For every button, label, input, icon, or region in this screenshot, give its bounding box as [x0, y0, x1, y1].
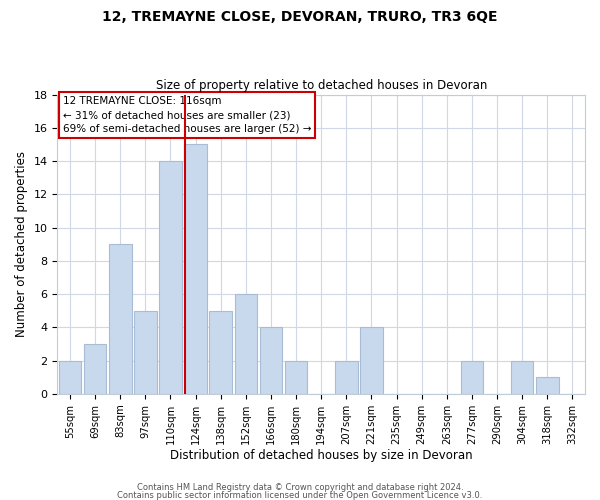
Bar: [184, 144, 207, 394]
Text: 12 TREMAYNE CLOSE: 116sqm
← 31% of detached houses are smaller (23)
69% of semi-: 12 TREMAYNE CLOSE: 116sqm ← 31% of detac…: [62, 96, 311, 134]
Bar: [159, 161, 182, 394]
Bar: [335, 360, 358, 394]
X-axis label: Distribution of detached houses by size in Devoran: Distribution of detached houses by size …: [170, 450, 473, 462]
Bar: [134, 310, 157, 394]
Bar: [109, 244, 131, 394]
Bar: [511, 360, 533, 394]
Text: Contains public sector information licensed under the Open Government Licence v3: Contains public sector information licen…: [118, 490, 482, 500]
Bar: [536, 377, 559, 394]
Title: Size of property relative to detached houses in Devoran: Size of property relative to detached ho…: [155, 79, 487, 92]
Y-axis label: Number of detached properties: Number of detached properties: [15, 151, 28, 337]
Bar: [461, 360, 483, 394]
Bar: [285, 360, 307, 394]
Bar: [209, 310, 232, 394]
Text: Contains HM Land Registry data © Crown copyright and database right 2024.: Contains HM Land Registry data © Crown c…: [137, 484, 463, 492]
Bar: [84, 344, 106, 394]
Bar: [235, 294, 257, 394]
Bar: [260, 328, 282, 394]
Bar: [59, 360, 81, 394]
Bar: [360, 328, 383, 394]
Text: 12, TREMAYNE CLOSE, DEVORAN, TRURO, TR3 6QE: 12, TREMAYNE CLOSE, DEVORAN, TRURO, TR3 …: [102, 10, 498, 24]
